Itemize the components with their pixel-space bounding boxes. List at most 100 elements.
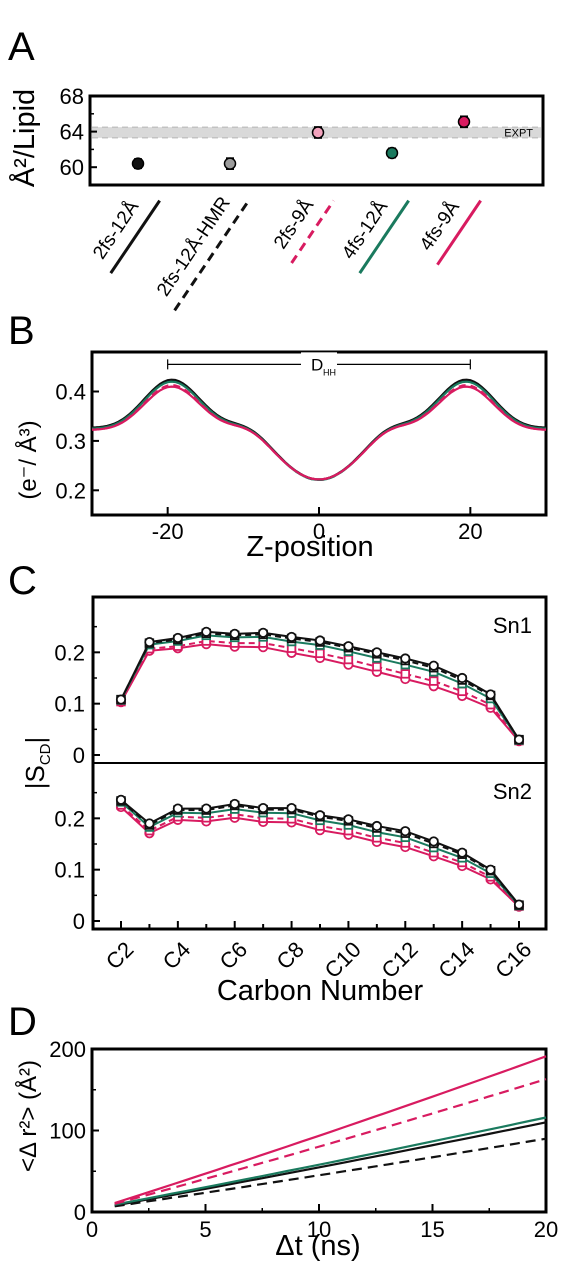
panel-a: EXPT 60 64 68 2fs-12Å 2fs-12Å-HMR 2fs-9Å 4fs-… [8,84,545,312]
density-series [91,378,547,481]
data-point [131,157,145,170]
y-tick-label: 200 [49,1037,86,1062]
panel-label-b: B [8,309,35,353]
order-marker [315,648,325,659]
order-marker [371,820,382,832]
panel-a-frame [88,94,545,187]
order-marker [400,826,411,837]
legend-entry: 4fs-9Å [416,197,482,266]
y-tick-label: 64 [60,120,84,145]
panel-a-ylabel: Å²/Lipid [8,89,41,187]
order-marker [513,734,525,745]
x-tick-label: C4 [158,937,196,975]
ylabel-group: |SCD| [20,737,54,790]
y-tick-label: 0 [73,909,85,934]
x-tick-label: 20 [534,1217,558,1242]
order-marker [229,628,240,639]
y-tick-label: 0.2 [54,806,85,831]
order-marker [115,694,127,705]
legend-line [436,199,482,266]
legend-line [290,199,335,264]
order-marker [144,636,155,648]
panel-label-c: C [8,559,37,603]
y-tick-label: 0.4 [55,380,86,405]
order-marker [485,864,496,875]
order-marker [428,660,439,671]
panel-label-a: A [8,25,35,69]
panel-c-xlabel: Carbon Number [217,975,424,1007]
order-marker [286,631,297,643]
legend-label: 4fs-9Å [416,197,464,255]
order-marker [201,626,212,637]
order-marker [485,689,496,700]
legend-entry: 4fs-12Å [338,197,410,274]
order-marker [400,669,410,679]
panel-c-ylabel: |SCD| [20,737,54,790]
panel-d-xlabel: Δt (ns) [275,1230,360,1262]
order-marker [172,632,183,644]
order-marker [286,802,297,814]
order-marker [343,654,354,665]
x-tick-label: C6 [215,937,253,975]
order-marker [314,810,326,821]
x-tick-label: 10 [307,1217,331,1242]
dhh-label-bg [301,352,337,375]
density-series [91,383,547,481]
order-marker [258,802,269,814]
y-tick-label: 0 [74,1200,86,1225]
panel-b-ylabel: (e⁻/ Å³) [14,420,42,499]
msd-series [114,1121,547,1207]
y-tick-label: 68 [60,84,84,109]
x-tick-label: 5 [199,1217,211,1242]
legend-entry: 2fs-9Å [270,195,335,264]
msd-series [114,1137,547,1208]
msd-series [114,1116,547,1206]
data-point [457,115,471,129]
x-tick-label: C16 [490,937,536,983]
dhh-label-sub: HH [323,367,336,377]
order-marker [457,686,467,697]
order-marker [371,647,382,658]
x-tick-label: C2 [101,937,139,975]
order-marker [372,662,382,672]
order-marker [400,653,411,664]
x-tick-label: 0 [86,1217,98,1242]
legend-label: 2fs-12Å [89,197,143,263]
panel-d-ylabel: <Δ r²> (Å²) [14,1060,42,1172]
order-marker [428,836,439,847]
legend-label: 2fs-9Å [270,195,318,253]
legend-line [173,199,250,312]
y-tick-label: 100 [49,1119,86,1144]
order-marker [343,814,354,825]
x-tick-label: 20 [458,519,482,544]
y-tick-label: 0.2 [55,478,86,503]
panel-label-d: D [8,1000,37,1044]
order-marker [513,899,525,910]
panel-b-xlabel: Z-position [246,531,373,563]
y-tick-label: 0.1 [54,858,85,883]
y-tick-label: 0.3 [55,429,86,454]
legend-label: 4fs-12Å [338,197,392,263]
data-point [311,126,325,139]
order-marker [172,803,183,814]
order-marker [457,847,468,858]
msd-series [114,1055,547,1205]
order-marker [429,676,439,686]
legend-entry: 2fs-12Å [89,197,161,274]
y-tick-label: 60 [60,155,84,180]
density-series [91,379,547,482]
legend-entry: 2fs-12Å-HMR [153,193,250,312]
order-marker [343,641,354,652]
subpanel-name: Sn2 [493,779,532,804]
x-tick-label: -20 [152,519,184,544]
msd-series [114,1078,547,1205]
order-marker [229,798,240,810]
order-marker [457,672,468,684]
density-series [91,380,547,482]
y-tick-label: 0 [73,743,85,768]
data-point [385,146,399,160]
order-marker [258,627,269,638]
